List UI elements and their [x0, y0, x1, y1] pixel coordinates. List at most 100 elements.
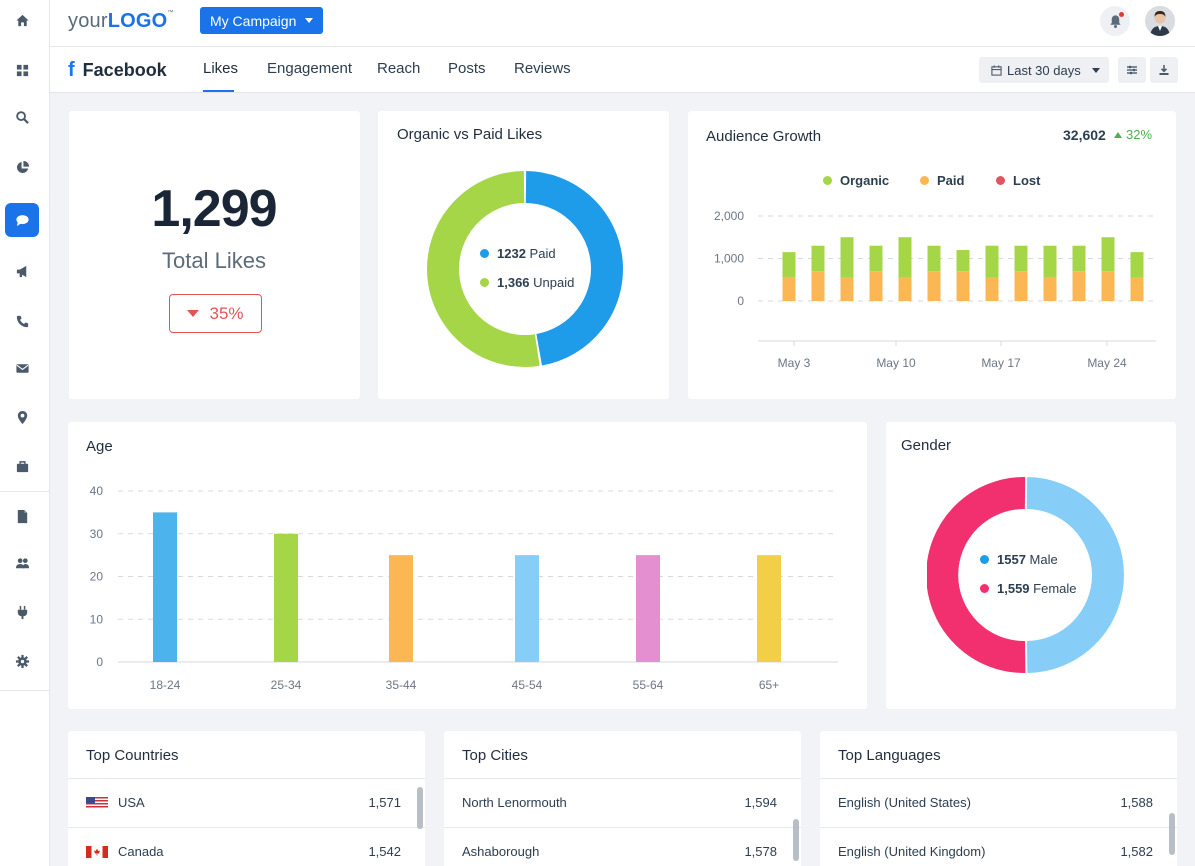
donut-slice-male	[1026, 477, 1124, 673]
y-tick-label: 30	[90, 527, 104, 541]
bar-paid	[811, 271, 825, 301]
bar-age-18-24	[153, 512, 177, 662]
total-likes-change: 35%	[209, 303, 244, 323]
legend-item-paid: 1232 Paid	[480, 246, 556, 261]
phone-icon	[16, 315, 28, 327]
city-name: Ashaborough	[462, 844, 540, 859]
card-title: Age	[86, 438, 113, 455]
unpaid-value: 1,366	[497, 275, 530, 290]
top-languages-card: Top Languages English (United States) 1,…	[820, 731, 1177, 866]
sidebar-item-calls[interactable]	[5, 304, 39, 338]
bell-icon	[1109, 14, 1121, 28]
legend-dot	[980, 555, 989, 564]
scrollbar[interactable]	[1169, 813, 1175, 855]
bar-paid	[869, 271, 883, 301]
list-item[interactable]: Ashaborough 1,578	[444, 828, 801, 866]
language-value: 1,588	[1120, 795, 1153, 810]
card-title: Organic vs Paid Likes	[397, 126, 543, 143]
legend-dot	[980, 584, 989, 593]
sidebar-item-search[interactable]	[5, 100, 39, 134]
sidebar-item-users[interactable]	[5, 546, 39, 580]
tab-reviews[interactable]: Reviews	[514, 60, 571, 77]
campaign-dropdown[interactable]: My Campaign	[200, 7, 324, 34]
male-value: 1557	[997, 552, 1026, 567]
download-icon	[1159, 65, 1169, 75]
y-tick-label: 40	[90, 484, 104, 498]
sidebar-item-analytics[interactable]	[5, 150, 39, 184]
us-flag-icon	[86, 796, 108, 809]
facebook-icon: f	[68, 59, 75, 81]
tab-reach[interactable]: Reach	[377, 60, 421, 77]
sidebar-item-integrations[interactable]	[5, 595, 39, 629]
scrollbar[interactable]	[417, 787, 423, 829]
bar-paid	[985, 277, 999, 301]
y-tick-label: 10	[90, 612, 104, 626]
chevron-down-icon	[1091, 67, 1100, 73]
top-cities-card: Top Cities North Lenormouth 1,594 Ashabo…	[444, 731, 801, 866]
tab-posts[interactable]: Posts	[448, 60, 486, 77]
location-icon	[17, 410, 27, 424]
list-item[interactable]: USA 1,571	[68, 779, 425, 827]
age-chart: 0 10 20 30 40 18-24 25-34 35-44 45-54 55-64 65+	[90, 484, 838, 692]
list-item[interactable]: English (United States) 1,588	[820, 779, 1177, 827]
chat-icon	[15, 214, 29, 226]
mail-icon	[15, 363, 29, 373]
platform-title: f Facebook	[68, 59, 167, 82]
document-icon	[17, 509, 27, 523]
x-tick-label: May 3	[778, 356, 811, 370]
bar-paid	[840, 277, 854, 301]
country-name: USA	[118, 795, 145, 810]
scrollbar[interactable]	[793, 819, 799, 861]
organic-paid-donut	[427, 171, 623, 367]
gender-donut	[927, 477, 1124, 673]
sidebar-item-social[interactable]	[5, 203, 39, 237]
sidebar-item-email[interactable]	[5, 351, 39, 385]
divider	[444, 827, 801, 828]
list-item[interactable]: English (United Kingdom) 1,582	[820, 828, 1177, 866]
megaphone-icon	[16, 265, 26, 277]
donut-slice-unpaid	[427, 171, 540, 367]
notifications-button[interactable]	[1100, 6, 1130, 36]
sidebar-item-home[interactable]	[5, 3, 39, 37]
date-range-picker[interactable]: Last 30 days	[979, 57, 1109, 83]
bar-organic	[782, 252, 796, 278]
total-likes-value: 1,299	[151, 180, 277, 238]
language-name: English (United Kingdom)	[838, 844, 986, 859]
sidebar-item-ecommerce[interactable]	[5, 449, 39, 483]
calendar-icon	[991, 64, 1002, 76]
country-value: 1,542	[368, 844, 401, 859]
pie-chart-icon	[16, 160, 29, 173]
filter-button[interactable]	[1118, 57, 1146, 83]
audience-change: 32%	[1126, 127, 1153, 142]
tab-likes[interactable]: Likes	[203, 60, 239, 77]
bar-age-45-54	[515, 555, 539, 662]
list-item[interactable]: Canada 1,542	[68, 828, 425, 866]
divider	[444, 778, 801, 779]
sidebar-item-reports[interactable]	[5, 499, 39, 533]
sidebar-item-settings[interactable]	[5, 644, 39, 678]
top-bar: yourLOGO™ My Campaign	[50, 0, 1195, 47]
divider	[820, 778, 1177, 779]
sliders-icon	[1127, 65, 1137, 75]
y-tick-label: 2,000	[714, 209, 744, 223]
legend-item-paid: Paid	[920, 173, 964, 188]
sidebar-item-ads[interactable]	[5, 254, 39, 288]
bar-paid	[1101, 271, 1115, 301]
bar-organic	[1014, 245, 1028, 272]
sidebar-item-dashboard[interactable]	[5, 53, 39, 87]
audience-growth-card: Audience Growth 32,602 32% Organic Paid …	[688, 111, 1176, 399]
bar-organic	[1072, 245, 1086, 272]
legend-dot	[480, 249, 489, 258]
sidebar	[0, 0, 50, 866]
country-value: 1,571	[368, 795, 401, 810]
download-button[interactable]	[1150, 57, 1178, 83]
audience-total: 32,602	[1063, 127, 1106, 143]
tab-engagement[interactable]: Engagement	[267, 60, 353, 77]
list-item[interactable]: North Lenormouth 1,594	[444, 779, 801, 827]
bar-paid	[927, 271, 941, 301]
brand-logo[interactable]: yourLOGO™	[68, 10, 174, 32]
avatar[interactable]	[1145, 6, 1175, 36]
y-tick-label: 0	[737, 294, 744, 308]
sidebar-item-local[interactable]	[5, 400, 39, 434]
x-tick-label: 65+	[759, 678, 779, 692]
